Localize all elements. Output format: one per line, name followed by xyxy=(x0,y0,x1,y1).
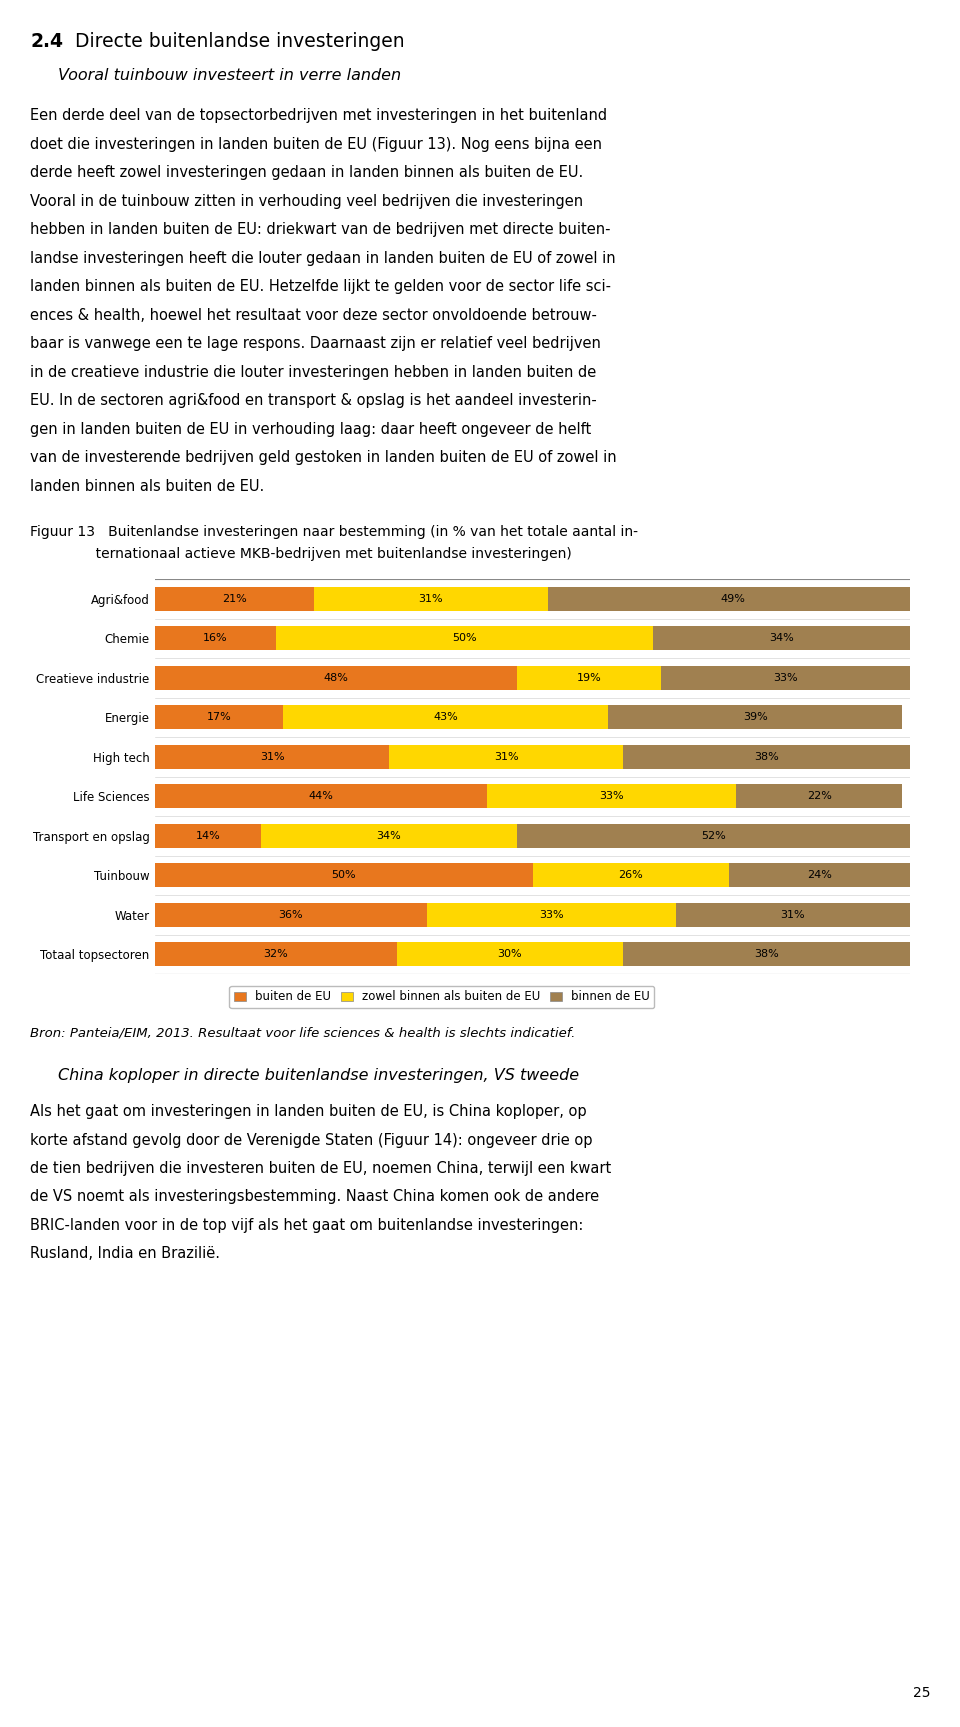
Text: ences & health, hoewel het resultaat voor deze sector onvoldoende betrouw-: ences & health, hoewel het resultaat voo… xyxy=(30,307,597,323)
Text: ternationaal actieve MKB-bedrijven met buitenlandse investeringen): ternationaal actieve MKB-bedrijven met b… xyxy=(30,547,572,561)
Bar xyxy=(155,903,427,927)
Legend: buiten de EU, zowel binnen als buiten de EU, binnen de EU: buiten de EU, zowel binnen als buiten de… xyxy=(229,986,655,1009)
Text: 16%: 16% xyxy=(204,634,228,642)
Text: derde heeft zowel investeringen gedaan in landen binnen als buiten de EU.: derde heeft zowel investeringen gedaan i… xyxy=(30,166,584,180)
Text: 2.4: 2.4 xyxy=(30,33,63,52)
Text: de VS noemt als investeringsbestemming. Naast China komen ook de andere: de VS noemt als investeringsbestemming. … xyxy=(30,1190,599,1204)
Bar xyxy=(276,625,654,651)
Text: Als het gaat om investeringen in landen buiten de EU, is China koploper, op: Als het gaat om investeringen in landen … xyxy=(30,1104,587,1119)
Text: de tien bedrijven die investeren buiten de EU, noemen China, terwijl een kwart: de tien bedrijven die investeren buiten … xyxy=(30,1161,612,1176)
Bar xyxy=(283,705,608,729)
Text: landse investeringen heeft die louter gedaan in landen buiten de EU of zowel in: landse investeringen heeft die louter ge… xyxy=(30,250,615,266)
Bar xyxy=(155,705,283,729)
Text: 31%: 31% xyxy=(780,910,805,920)
Text: 36%: 36% xyxy=(278,910,303,920)
Text: EU. In de sectoren agri&food en transport & opslag is het aandeel investerin-: EU. In de sectoren agri&food en transpor… xyxy=(30,394,597,408)
Bar xyxy=(623,941,910,967)
Bar xyxy=(314,587,547,611)
Bar xyxy=(396,941,623,967)
Text: 26%: 26% xyxy=(618,870,643,881)
Text: Vooral tuinbouw investeert in verre landen: Vooral tuinbouw investeert in verre land… xyxy=(58,67,401,83)
Text: in de creatieve industrie die louter investeringen hebben in landen buiten de: in de creatieve industrie die louter inv… xyxy=(30,364,596,380)
Bar xyxy=(389,744,623,769)
Text: 33%: 33% xyxy=(540,910,564,920)
Text: Een derde deel van de topsectorbedrijven met investeringen in het buitenland: Een derde deel van de topsectorbedrijven… xyxy=(30,109,607,123)
Text: 33%: 33% xyxy=(599,791,624,801)
Text: Rusland, India en Brazilië.: Rusland, India en Brazilië. xyxy=(30,1247,220,1261)
Text: 25: 25 xyxy=(913,1686,930,1699)
Text: 50%: 50% xyxy=(331,870,356,881)
Text: Bron: Panteia/EIM, 2013. Resultaat voor life sciences & health is slechts indica: Bron: Panteia/EIM, 2013. Resultaat voor … xyxy=(30,1026,575,1040)
Text: 32%: 32% xyxy=(263,950,288,958)
Bar xyxy=(155,941,396,967)
Text: Figuur 13   Buitenlandse investeringen naar bestemming (in % van het totale aant: Figuur 13 Buitenlandse investeringen naa… xyxy=(30,525,638,539)
Text: Directe buitenlandse investeringen: Directe buitenlandse investeringen xyxy=(75,33,404,52)
Bar xyxy=(729,864,910,888)
Text: 38%: 38% xyxy=(755,751,779,762)
Text: 38%: 38% xyxy=(755,950,779,958)
Text: 21%: 21% xyxy=(222,594,247,604)
Bar xyxy=(517,824,910,848)
Text: 33%: 33% xyxy=(773,674,798,682)
Text: van de investerende bedrijven geld gestoken in landen buiten de EU of zowel in: van de investerende bedrijven geld gesto… xyxy=(30,451,616,465)
Text: China koploper in directe buitenlandse investeringen, VS tweede: China koploper in directe buitenlandse i… xyxy=(58,1067,579,1083)
Bar xyxy=(155,824,261,848)
Bar xyxy=(155,665,517,691)
Text: 19%: 19% xyxy=(577,674,602,682)
Bar xyxy=(736,784,902,808)
Text: 43%: 43% xyxy=(433,712,458,722)
Bar xyxy=(155,587,314,611)
Bar xyxy=(517,665,660,691)
Text: 49%: 49% xyxy=(720,594,745,604)
Bar xyxy=(654,625,910,651)
Bar xyxy=(660,665,910,691)
Bar xyxy=(608,705,902,729)
Text: 31%: 31% xyxy=(493,751,518,762)
Bar xyxy=(547,587,918,611)
Text: 31%: 31% xyxy=(260,751,284,762)
Bar xyxy=(533,864,729,888)
Text: Vooral in de tuinbouw zitten in verhouding veel bedrijven die investeringen: Vooral in de tuinbouw zitten in verhoudi… xyxy=(30,193,583,209)
Text: 31%: 31% xyxy=(419,594,443,604)
Text: gen in landen buiten de EU in verhouding laag: daar heeft ongeveer de helft: gen in landen buiten de EU in verhouding… xyxy=(30,421,591,437)
Bar xyxy=(261,824,517,848)
Text: doet die investeringen in landen buiten de EU (Figuur 13). Nog eens bijna een: doet die investeringen in landen buiten … xyxy=(30,136,602,152)
Bar xyxy=(427,903,676,927)
Text: baar is vanwege een te lage respons. Daarnaast zijn er relatief veel bedrijven: baar is vanwege een te lage respons. Daa… xyxy=(30,337,601,351)
Text: landen binnen als buiten de EU. Hetzelfde lijkt te gelden voor de sector life sc: landen binnen als buiten de EU. Hetzelfd… xyxy=(30,280,611,294)
Text: 34%: 34% xyxy=(769,634,794,642)
Text: 50%: 50% xyxy=(452,634,477,642)
Bar xyxy=(155,784,488,808)
Bar xyxy=(623,744,910,769)
Text: 48%: 48% xyxy=(324,674,348,682)
Text: landen binnen als buiten de EU.: landen binnen als buiten de EU. xyxy=(30,478,264,494)
Text: 30%: 30% xyxy=(497,950,522,958)
Bar xyxy=(488,784,736,808)
Bar xyxy=(155,864,533,888)
Text: 34%: 34% xyxy=(376,831,401,841)
Text: 52%: 52% xyxy=(702,831,726,841)
Text: 14%: 14% xyxy=(196,831,220,841)
Text: 22%: 22% xyxy=(807,791,831,801)
Text: hebben in landen buiten de EU: driekwart van de bedrijven met directe buiten-: hebben in landen buiten de EU: driekwart… xyxy=(30,223,611,237)
Text: 17%: 17% xyxy=(206,712,231,722)
Bar xyxy=(155,625,276,651)
Bar xyxy=(676,903,910,927)
Text: korte afstand gevolg door de Verenigde Staten (Figuur 14): ongeveer drie op: korte afstand gevolg door de Verenigde S… xyxy=(30,1133,592,1147)
Text: BRIC-landen voor in de top vijf als het gaat om buitenlandse investeringen:: BRIC-landen voor in de top vijf als het … xyxy=(30,1218,584,1233)
Bar xyxy=(155,744,389,769)
Text: 44%: 44% xyxy=(309,791,333,801)
Text: 39%: 39% xyxy=(743,712,768,722)
Text: 24%: 24% xyxy=(807,870,831,881)
